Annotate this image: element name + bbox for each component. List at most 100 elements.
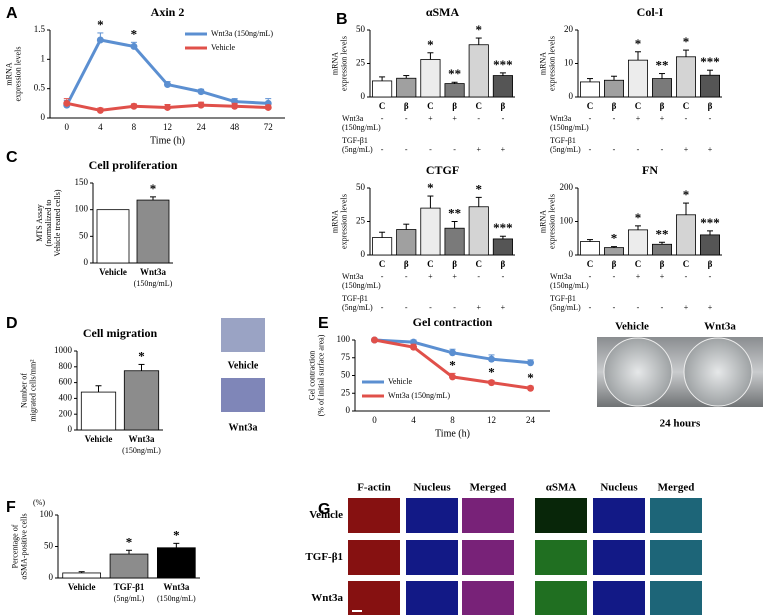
- condition-value: -: [589, 272, 592, 281]
- condition-value: -: [429, 145, 432, 154]
- bar: [444, 83, 465, 98]
- x-tick-label: β: [501, 101, 506, 111]
- micrograph: [593, 498, 645, 533]
- y-tick-label: 600: [59, 377, 73, 387]
- y-axis-label: mRNA expression levels: [538, 36, 556, 91]
- significance: **: [656, 58, 669, 73]
- y-axis-label-line: (normalized to: [44, 200, 53, 247]
- chart-title: Col-I: [637, 5, 664, 19]
- y-axis-label-line: Gel contraction: [307, 351, 316, 401]
- significance: *: [527, 370, 534, 385]
- legend-label: Wnt3a (150ng/mL): [211, 29, 273, 38]
- micrograph: [462, 581, 514, 615]
- point: [488, 379, 495, 387]
- condition-value: -: [405, 303, 408, 312]
- condition-value: -: [613, 303, 616, 312]
- x-tick-label: 24: [526, 415, 536, 425]
- chart-title: CTGF: [426, 163, 459, 177]
- bar: [628, 59, 649, 98]
- bar: [492, 238, 513, 256]
- condition-label: (150ng/mL): [550, 123, 589, 132]
- condition-value: -: [381, 145, 384, 154]
- micrograph-shade: [406, 498, 458, 533]
- condition-value: -: [709, 114, 712, 123]
- y-tick-label: 0: [569, 249, 574, 259]
- line: [65, 38, 269, 106]
- micrograph: [348, 498, 400, 533]
- micrograph-shade: [406, 540, 458, 575]
- photo-caption: 24 hours: [660, 418, 701, 430]
- x-tick-label: 48: [230, 122, 240, 132]
- x-tick-label: β: [404, 101, 409, 111]
- y-tick-label: 50: [356, 182, 366, 192]
- y-tick-label: 10: [564, 58, 574, 68]
- migration-photo: [221, 378, 265, 412]
- y-tick-label: 50: [44, 541, 54, 551]
- micrograph-shade: [593, 498, 645, 533]
- bar: [109, 553, 149, 579]
- bar: [372, 80, 393, 98]
- micrograph-shade: [535, 581, 587, 615]
- micrograph: [348, 540, 400, 575]
- micrograph: [462, 498, 514, 533]
- bar: [580, 81, 601, 98]
- y-tick-label: 0: [361, 249, 366, 259]
- bar: [628, 229, 649, 256]
- micrograph: [462, 540, 514, 575]
- significance: *: [635, 36, 642, 51]
- x-tick-label: C: [635, 259, 642, 269]
- micrograph-shade: [535, 498, 587, 533]
- condition-label: TGF-β1: [342, 136, 368, 145]
- bar: [652, 78, 673, 98]
- point: [164, 103, 171, 111]
- significance: *: [611, 231, 618, 246]
- bar: [580, 241, 601, 256]
- panel-letter: D: [6, 315, 18, 332]
- significance: ***: [493, 220, 513, 235]
- point: [197, 101, 205, 109]
- condition-value: +: [476, 145, 481, 154]
- y-tick-label: 50: [356, 24, 366, 34]
- x-tick-label: 8: [132, 122, 137, 132]
- column-header: Nucleus: [600, 482, 638, 494]
- x-tick-label: β: [501, 259, 506, 269]
- condition-value: -: [405, 272, 408, 281]
- condition-label: (5ng/mL): [550, 145, 581, 154]
- panel-letter: E: [318, 315, 329, 332]
- chart-title: Cell proliferation: [89, 158, 178, 172]
- bar: [80, 391, 117, 431]
- condition-label: TGF-β1: [550, 294, 576, 303]
- y-tick-label: 20: [564, 24, 574, 34]
- condition-value: +: [660, 272, 665, 281]
- x-tick-label: Wnt3a: [128, 434, 155, 444]
- x-tick-label: Wnt3a: [163, 582, 190, 592]
- x-tick-label: 12: [163, 122, 172, 132]
- x-tick-label: 12: [487, 415, 496, 425]
- y-tick-label: 25: [341, 387, 351, 397]
- significance: ***: [493, 57, 513, 72]
- point: [197, 88, 205, 96]
- bar: [676, 214, 697, 256]
- y-axis-label-line: expression levels: [13, 47, 22, 102]
- condition-value: +: [684, 303, 689, 312]
- y-axis-label-line: migrated cells/mm²: [28, 359, 37, 422]
- significance: **: [448, 205, 461, 220]
- y-tick-label: 0: [84, 257, 89, 267]
- condition-value: -: [589, 303, 592, 312]
- bar: [444, 227, 465, 256]
- micrograph: [535, 540, 587, 575]
- point: [231, 102, 239, 110]
- condition-value: +: [684, 145, 689, 154]
- condition-label: Wnt3a: [342, 114, 364, 123]
- unit-label: (%): [33, 498, 45, 507]
- condition-value: -: [685, 272, 688, 281]
- bar: [136, 199, 170, 264]
- condition-label: TGF-β1: [550, 136, 576, 145]
- micrograph-shade: [650, 498, 702, 533]
- y-axis-label-line: mRNA: [538, 52, 547, 75]
- column-header: αSMA: [546, 482, 577, 494]
- x-tick-label: C: [635, 101, 642, 111]
- micrograph: [535, 581, 587, 615]
- y-axis-label: mRNA expression levels: [330, 194, 348, 249]
